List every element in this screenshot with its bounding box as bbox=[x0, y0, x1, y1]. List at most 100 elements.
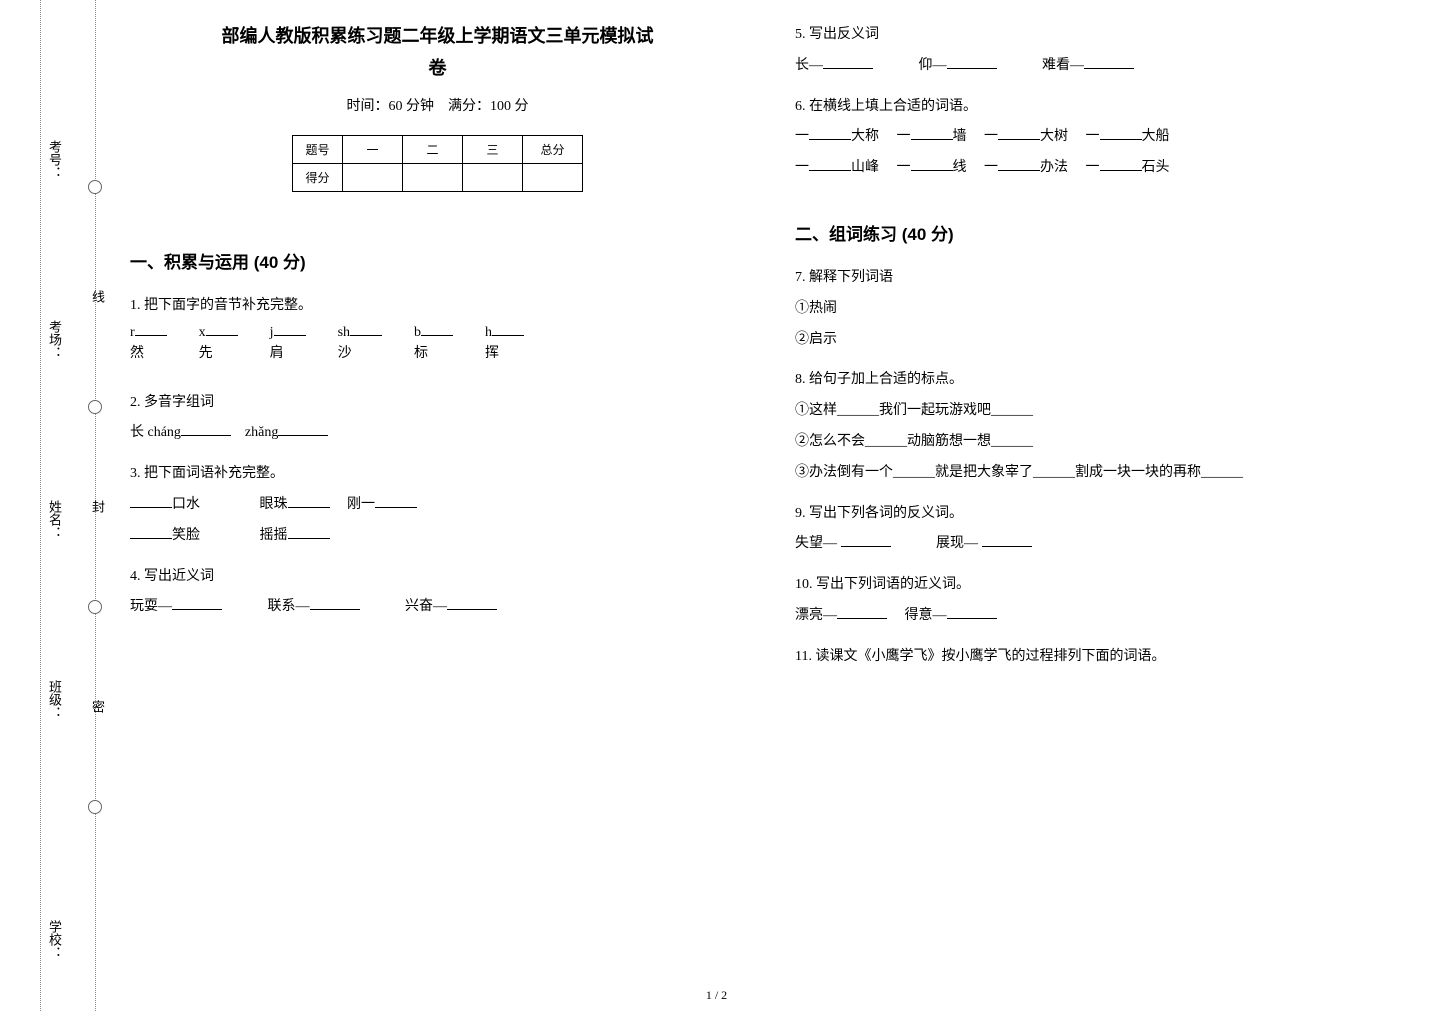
pinyin-item: h挥 bbox=[485, 322, 524, 364]
q6-row2: 一山峰 一线 一办法 一石头 bbox=[795, 153, 1410, 184]
q10-item: 漂亮— bbox=[795, 608, 837, 623]
q3-word: 口水 bbox=[172, 497, 200, 512]
score-cell bbox=[343, 163, 403, 191]
q6-word: 办法 bbox=[1040, 160, 1068, 175]
q10-label: 10. 写出下列词语的近义词。 bbox=[795, 570, 1410, 601]
fold-circle bbox=[88, 800, 102, 814]
q6-word: 大称 bbox=[851, 129, 879, 144]
q5-item: 仰— bbox=[919, 58, 947, 73]
exam-title-1: 部编人教版积累练习题二年级上学期语文三单元模拟试 bbox=[130, 20, 745, 52]
score-header: 总分 bbox=[523, 135, 583, 163]
q7-item: ②启示 bbox=[795, 325, 1410, 356]
exam-title-2: 卷 bbox=[130, 52, 745, 84]
q3-word: 刚一 bbox=[347, 497, 375, 512]
question-11: 11. 读课文《小鹰学飞》按小鹰学飞的过程排列下面的词语。 bbox=[795, 642, 1410, 673]
q4-line: 玩耍— 联系— 兴奋— bbox=[130, 592, 745, 623]
q3-word: 眼珠 bbox=[260, 497, 288, 512]
score-header: 三 bbox=[463, 135, 523, 163]
q3-label: 3. 把下面词语补充完整。 bbox=[130, 459, 745, 490]
score-row-label: 得分 bbox=[293, 163, 343, 191]
field-class: 班级： bbox=[45, 680, 64, 719]
question-3: 3. 把下面词语补充完整。 口水 眼珠 刚一 笑脸 摇摇 bbox=[130, 459, 745, 551]
content-columns: 部编人教版积累练习题二年级上学期语文三单元模拟试 卷 时间：60 分钟 满分：1… bbox=[130, 20, 1410, 980]
q5-line: 长— 仰— 难看— bbox=[795, 51, 1410, 82]
q4-item: 兴奋— bbox=[405, 599, 447, 614]
q2-line: 长 cháng zhǎng bbox=[130, 418, 745, 449]
fold-circle bbox=[88, 180, 102, 194]
q3-word: 摇摇 bbox=[260, 528, 288, 543]
pinyin-item: r然 bbox=[130, 322, 167, 364]
pinyin-item: sh沙 bbox=[338, 322, 382, 364]
question-4: 4. 写出近义词 玩耍— 联系— 兴奋— bbox=[130, 562, 745, 624]
pinyin-item: b标 bbox=[414, 322, 453, 364]
field-school: 学校： bbox=[45, 920, 64, 959]
q9-item: 展现— bbox=[936, 536, 982, 551]
score-cell bbox=[463, 163, 523, 191]
q6-word: 石头 bbox=[1142, 160, 1170, 175]
q10-line: 漂亮— 得意— bbox=[795, 601, 1410, 632]
field-exam-room: 考场： bbox=[45, 320, 64, 359]
seal-char: 密 bbox=[88, 700, 107, 713]
table-row: 得分 bbox=[293, 163, 583, 191]
pinyin-row: r然 x先 j肩 sh沙 b标 h挥 bbox=[130, 322, 745, 364]
q3-row1: 口水 眼珠 刚一 bbox=[130, 490, 745, 521]
q1-label: 1. 把下面字的音节补充完整。 bbox=[130, 291, 745, 322]
q8-line: ①这样______我们一起玩游戏吧______ bbox=[795, 396, 1410, 427]
right-column: 5. 写出反义词 长— 仰— 难看— 6. 在横线上填上合适的词语。 一大称 一… bbox=[795, 20, 1410, 980]
fold-circle bbox=[88, 400, 102, 414]
question-2: 2. 多音字组词 长 cháng zhǎng bbox=[130, 388, 745, 450]
question-6: 6. 在横线上填上合适的词语。 一大称 一墙 一大树 一大船 一山峰 一线 一办… bbox=[795, 92, 1410, 184]
q9-line: 失望— 展现— bbox=[795, 529, 1410, 560]
q5-label: 5. 写出反义词 bbox=[795, 20, 1410, 51]
q5-item: 难看— bbox=[1042, 58, 1084, 73]
left-column: 部编人教版积累练习题二年级上学期语文三单元模拟试 卷 时间：60 分钟 满分：1… bbox=[130, 20, 745, 980]
seal-char: 封 bbox=[88, 500, 107, 513]
pinyin-item: j肩 bbox=[270, 322, 306, 364]
q6-word: 墙 bbox=[953, 129, 967, 144]
q11-label: 11. 读课文《小鹰学飞》按小鹰学飞的过程排列下面的词语。 bbox=[795, 642, 1410, 673]
q8-line: ③办法倒有一个______就是把大象宰了______割成一块一块的再称_____… bbox=[795, 458, 1410, 489]
q8-line: ②怎么不会______动脑筋想一想______ bbox=[795, 427, 1410, 458]
q6-word: 大船 bbox=[1142, 129, 1170, 144]
q7-item: ①热闹 bbox=[795, 294, 1410, 325]
q3-row2: 笑脸 摇摇 bbox=[130, 521, 745, 552]
question-5: 5. 写出反义词 长— 仰— 难看— bbox=[795, 20, 1410, 82]
question-9: 9. 写出下列各词的反义词。 失望— 展现— bbox=[795, 499, 1410, 561]
q3-word: 笑脸 bbox=[172, 528, 200, 543]
question-1: 1. 把下面字的音节补充完整。 r然 x先 j肩 sh沙 b标 h挥 bbox=[130, 291, 745, 378]
score-cell bbox=[523, 163, 583, 191]
fold-circle bbox=[88, 600, 102, 614]
table-row: 题号 一 二 三 总分 bbox=[293, 135, 583, 163]
score-header: 题号 bbox=[293, 135, 343, 163]
question-7: 7. 解释下列词语 ①热闹 ②启示 bbox=[795, 263, 1410, 355]
question-8: 8. 给句子加上合适的标点。 ①这样______我们一起玩游戏吧______ ②… bbox=[795, 365, 1410, 488]
q10-item: 得意— bbox=[905, 608, 947, 623]
q9-item: 失望— bbox=[795, 536, 841, 551]
exam-meta: 时间：60 分钟 满分：100 分 bbox=[130, 95, 745, 115]
q9-label: 9. 写出下列各词的反义词。 bbox=[795, 499, 1410, 530]
dotted-line-outer bbox=[40, 0, 41, 1011]
q6-word: 线 bbox=[953, 160, 967, 175]
q6-label: 6. 在横线上填上合适的词语。 bbox=[795, 92, 1410, 123]
q6-row1: 一大称 一墙 一大树 一大船 bbox=[795, 122, 1410, 153]
score-table: 题号 一 二 三 总分 得分 bbox=[292, 135, 583, 192]
q4-item: 联系— bbox=[268, 599, 310, 614]
question-10: 10. 写出下列词语的近义词。 漂亮— 得意— bbox=[795, 570, 1410, 632]
field-exam-number: 考号： bbox=[45, 140, 64, 179]
field-name: 姓名： bbox=[45, 500, 64, 539]
section-1-heading: 一、积累与运用 (40 分) bbox=[130, 248, 745, 273]
q2-label: 2. 多音字组词 bbox=[130, 388, 745, 419]
binding-margin: 线 封 密 考号： 考场： 姓名： 班级： 学校： bbox=[0, 0, 110, 1011]
q5-item: 长— bbox=[795, 58, 823, 73]
q4-item: 玩耍— bbox=[130, 599, 172, 614]
pinyin-item: x先 bbox=[199, 322, 238, 364]
page-number: 1 / 2 bbox=[706, 988, 727, 1003]
score-header: 二 bbox=[403, 135, 463, 163]
q4-label: 4. 写出近义词 bbox=[130, 562, 745, 593]
section-2-heading: 二、组词练习 (40 分) bbox=[795, 220, 1410, 245]
q6-word: 山峰 bbox=[851, 160, 879, 175]
score-cell bbox=[403, 163, 463, 191]
q8-label: 8. 给句子加上合适的标点。 bbox=[795, 365, 1410, 396]
q6-word: 大树 bbox=[1040, 129, 1068, 144]
score-header: 一 bbox=[343, 135, 403, 163]
